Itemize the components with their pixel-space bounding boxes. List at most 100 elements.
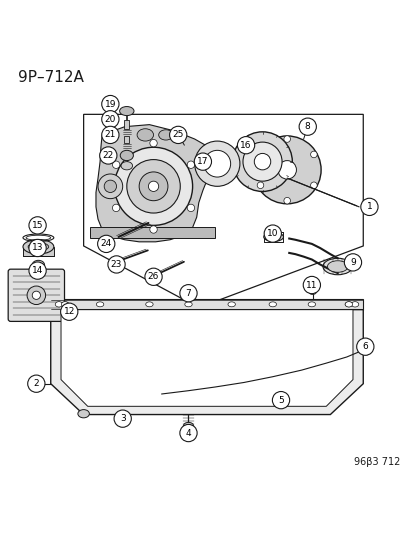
Text: 22: 22: [102, 151, 114, 160]
Ellipse shape: [139, 172, 168, 201]
Ellipse shape: [32, 291, 40, 300]
Ellipse shape: [204, 150, 230, 177]
Circle shape: [29, 217, 46, 234]
Ellipse shape: [308, 289, 316, 294]
Bar: [124, 136, 129, 143]
Circle shape: [356, 338, 373, 356]
Text: 14: 14: [32, 266, 43, 275]
Ellipse shape: [310, 182, 316, 189]
Circle shape: [298, 118, 316, 135]
Ellipse shape: [242, 142, 281, 181]
Ellipse shape: [228, 302, 235, 307]
Ellipse shape: [150, 226, 157, 233]
Ellipse shape: [256, 182, 263, 189]
FancyBboxPatch shape: [8, 269, 64, 321]
Text: 2: 2: [33, 379, 39, 388]
Text: 1: 1: [366, 203, 371, 212]
Circle shape: [194, 153, 211, 170]
Ellipse shape: [126, 159, 180, 213]
Bar: [33, 264, 44, 270]
Ellipse shape: [55, 302, 62, 307]
Ellipse shape: [32, 260, 45, 269]
Ellipse shape: [27, 286, 45, 304]
Ellipse shape: [309, 287, 316, 291]
Text: 21: 21: [104, 131, 116, 140]
Text: 11: 11: [305, 280, 317, 289]
Circle shape: [169, 126, 186, 143]
Circle shape: [29, 262, 46, 279]
Text: 25: 25: [172, 131, 183, 140]
Ellipse shape: [232, 132, 292, 191]
Ellipse shape: [158, 130, 173, 140]
Ellipse shape: [28, 243, 49, 251]
Ellipse shape: [267, 234, 279, 240]
Text: 9P–712A: 9P–712A: [18, 70, 83, 85]
Ellipse shape: [112, 204, 119, 212]
Ellipse shape: [283, 136, 290, 142]
Text: 4: 4: [185, 429, 191, 438]
Text: 5: 5: [278, 395, 283, 405]
Polygon shape: [51, 300, 362, 310]
Text: 7: 7: [185, 289, 191, 298]
Ellipse shape: [34, 273, 43, 278]
Polygon shape: [96, 125, 213, 242]
Ellipse shape: [121, 161, 132, 170]
Ellipse shape: [277, 160, 296, 179]
Ellipse shape: [31, 378, 39, 389]
Text: 96β3 712: 96β3 712: [353, 457, 399, 467]
Circle shape: [114, 410, 131, 427]
Ellipse shape: [61, 302, 69, 307]
Text: 13: 13: [32, 244, 43, 253]
Circle shape: [272, 392, 289, 409]
Text: 19: 19: [104, 100, 116, 109]
Ellipse shape: [184, 302, 192, 307]
Ellipse shape: [61, 302, 69, 307]
Ellipse shape: [174, 128, 180, 136]
Circle shape: [237, 136, 254, 154]
Ellipse shape: [256, 151, 263, 158]
Bar: [124, 120, 129, 129]
Ellipse shape: [322, 259, 352, 274]
Circle shape: [102, 95, 119, 112]
Polygon shape: [90, 228, 215, 238]
Ellipse shape: [96, 302, 104, 307]
Ellipse shape: [137, 129, 153, 141]
Ellipse shape: [327, 261, 347, 272]
Circle shape: [60, 303, 78, 320]
Polygon shape: [61, 310, 352, 406]
Ellipse shape: [307, 302, 315, 307]
Ellipse shape: [183, 422, 193, 430]
Circle shape: [263, 225, 281, 242]
Text: 8: 8: [304, 122, 310, 131]
Circle shape: [108, 256, 125, 273]
Ellipse shape: [283, 197, 290, 204]
Ellipse shape: [254, 154, 270, 170]
Ellipse shape: [253, 136, 320, 204]
Polygon shape: [83, 115, 362, 308]
Ellipse shape: [187, 161, 194, 168]
Ellipse shape: [112, 161, 119, 168]
Polygon shape: [51, 310, 362, 415]
Ellipse shape: [361, 340, 371, 354]
Text: 12: 12: [64, 307, 75, 316]
Ellipse shape: [194, 141, 239, 187]
Text: 26: 26: [147, 272, 159, 281]
Ellipse shape: [310, 151, 316, 158]
Circle shape: [102, 111, 119, 128]
Text: 3: 3: [119, 414, 125, 423]
Ellipse shape: [98, 174, 122, 199]
Text: 16: 16: [240, 141, 251, 150]
Circle shape: [179, 424, 197, 442]
Ellipse shape: [150, 140, 157, 147]
Ellipse shape: [119, 107, 134, 116]
Circle shape: [145, 268, 162, 285]
Ellipse shape: [351, 302, 358, 307]
Ellipse shape: [114, 147, 192, 225]
Ellipse shape: [120, 150, 133, 160]
Text: 15: 15: [32, 221, 43, 230]
Text: 23: 23: [111, 260, 122, 269]
Circle shape: [344, 254, 361, 271]
Ellipse shape: [268, 302, 276, 307]
Ellipse shape: [145, 302, 153, 307]
Ellipse shape: [148, 181, 158, 191]
